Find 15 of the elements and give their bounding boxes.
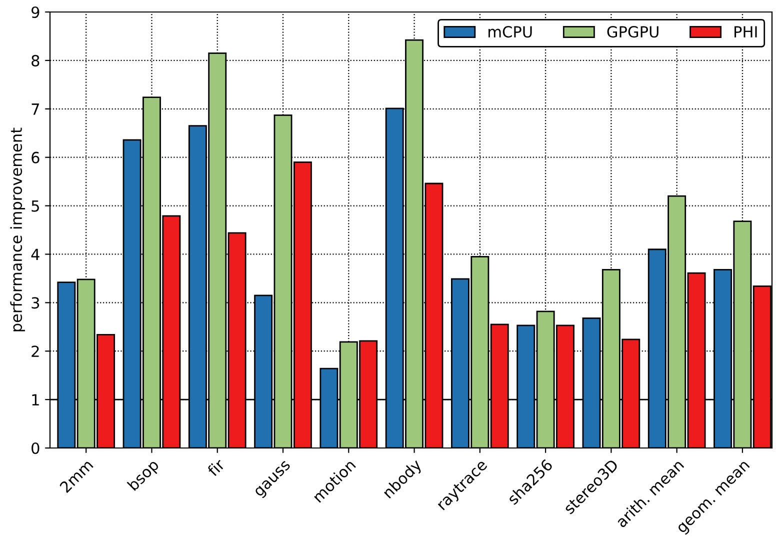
legend-label: GPGPU xyxy=(607,26,658,38)
y-tick-label: 3 xyxy=(32,297,40,309)
legend-label: PHI xyxy=(734,26,757,38)
y-tick-label: 9 xyxy=(32,6,40,18)
y-tick-label: 7 xyxy=(32,104,39,115)
x-tick-label: fir xyxy=(206,458,226,477)
y-tick-label: 5 xyxy=(32,200,39,212)
y-axis-title: performance improvement xyxy=(10,128,25,332)
y-tick-label: 1 xyxy=(32,394,39,406)
y-tick-label: 4 xyxy=(31,248,40,260)
y-tick-label: 2 xyxy=(32,346,39,357)
y-tick-label: 0 xyxy=(32,442,40,454)
y-tick-label: 8 xyxy=(32,54,40,66)
legend-label: mCPU xyxy=(488,26,532,38)
y-tick-label: 6 xyxy=(32,152,40,164)
